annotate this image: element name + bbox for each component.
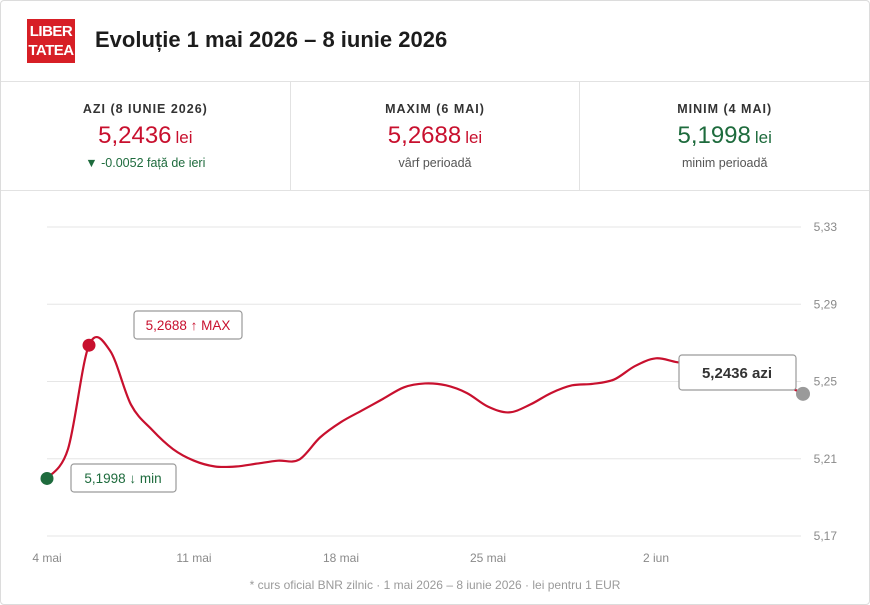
x-tick-label: 25 mai xyxy=(470,551,506,565)
stat-max-note: vârf perioadă xyxy=(398,156,472,170)
down-triangle-icon: ▼ xyxy=(85,156,98,170)
y-tick-label: 5,21 xyxy=(814,452,838,466)
today-point xyxy=(796,386,810,401)
line-chart: 5,33 5,29 5,25 5,21 5,17 4 mai 11 mai 18 mai 25 … xyxy=(32,220,838,565)
stat-today-value: 5,2436 lei xyxy=(1,122,290,150)
min-label: 5,1998 ↓ min xyxy=(84,471,161,486)
x-tick-label: 18 mai xyxy=(323,551,359,565)
x-tick-label: 11 mai xyxy=(176,551,211,565)
stat-max-unit: lei xyxy=(465,128,483,147)
stat-today-change-text: -0.0052 față de ieri xyxy=(101,156,206,170)
stat-max-value: 5,2688 lei xyxy=(291,122,580,150)
y-tick-label: 5,29 xyxy=(814,297,838,311)
page-title: Evoluție 1 mai 2026 – 8 iunie 2026 xyxy=(95,27,448,52)
stat-today-change: ▼ -0.0052 față de ieri xyxy=(1,156,290,170)
stat-min-unit: lei xyxy=(754,128,772,147)
stat-min-number: 5,1998 xyxy=(677,122,751,149)
stat-max-label: MAXIM (6 MAI) xyxy=(385,102,485,116)
stat-max: MAXIM (6 MAI) 5,2688 lei vârf perioadă xyxy=(291,82,581,190)
max-point xyxy=(82,338,96,352)
max-label-box xyxy=(133,310,243,340)
stat-today: AZI (8 IUNIE 2026) 5,2436 lei ▼ -0.0052 f… xyxy=(1,82,291,190)
y-tick-label: 5,33 xyxy=(814,220,838,234)
stat-today-number: 5,2436 xyxy=(98,122,172,149)
card-header: LIBER TATEA Evoluție 1 mai 2026 – 8 iuni… xyxy=(1,1,869,82)
stat-today-label: AZI (8 IUNIE 2026) xyxy=(82,102,208,116)
x-tick-label: 2 iun xyxy=(643,551,669,565)
logo-line-1: LIBER xyxy=(29,23,73,40)
min-label-box xyxy=(70,463,177,493)
max-label: 5,2688 ↑ MAX xyxy=(146,318,231,333)
today-label: 5,2436 azi xyxy=(702,365,772,382)
y-tick-label: 5,25 xyxy=(814,375,838,389)
stat-min-value: 5,1998 lei xyxy=(580,122,869,150)
stat-min-note: minim perioadă xyxy=(681,156,768,170)
logo-line-2: TATEA xyxy=(28,42,74,59)
stat-today-unit: lei xyxy=(175,128,193,147)
today-label-box xyxy=(678,354,797,391)
libertatea-logo[interactable]: LIBER TATEA xyxy=(27,19,75,63)
stat-min-label: MINIM (4 MAI) xyxy=(677,102,773,116)
stats-row: AZI (8 IUNIE 2026) 5,2436 lei ▼ -0.0052 f… xyxy=(1,82,869,191)
min-point xyxy=(40,471,54,485)
series-line xyxy=(46,336,804,480)
footnote: * curs oficial BNR zilnic · 1 mai 2026 –… xyxy=(249,578,621,592)
stat-max-number: 5,2688 xyxy=(387,122,462,149)
stat-min: MINIM (4 MAI) 5,1998 lei minim perioadă xyxy=(580,82,869,190)
y-tick-label: 5,17 xyxy=(814,529,838,543)
x-tick-label: 4 mai xyxy=(32,551,61,565)
